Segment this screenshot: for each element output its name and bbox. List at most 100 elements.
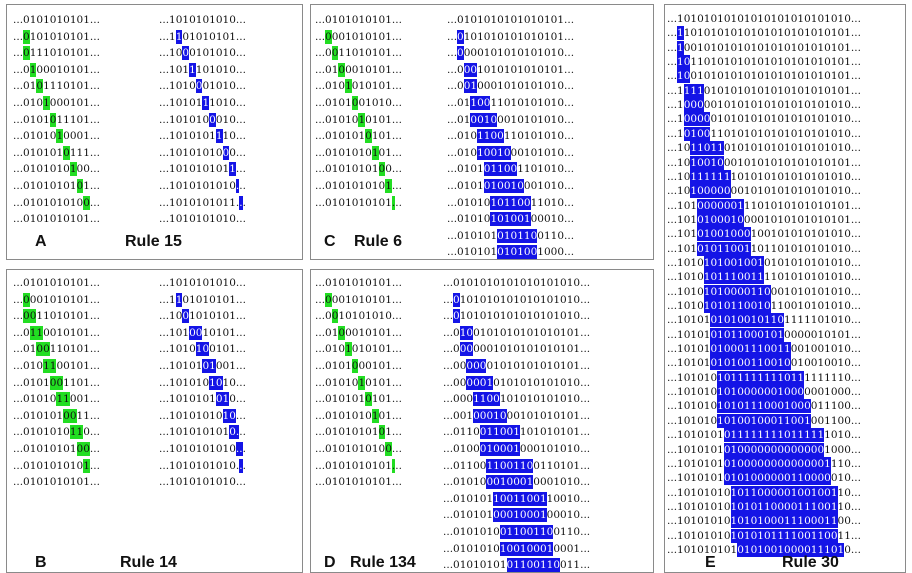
ca-row: ...0100010101... <box>13 62 100 77</box>
ca-row: ...10010101010101010101010101... <box>667 40 861 55</box>
ca-row: ...0101010001... <box>13 129 100 144</box>
ca-row: ...0101100110101010... <box>447 129 575 144</box>
ca-row: ...0101010101... <box>315 277 402 289</box>
ca-row: ...0001010101... <box>315 292 402 307</box>
ca-row: ...1010100010... <box>159 112 246 127</box>
ca-row: ...0010001010101010... <box>447 79 575 94</box>
ca-row: ...10101010110010110010101010... <box>667 299 861 313</box>
ca-row: ...1010101001... <box>159 359 246 373</box>
ca-row: ...0101100101... <box>13 359 100 373</box>
ca-row: ...0101000100010001010... <box>443 475 591 490</box>
ca-row: ...1010101010... <box>159 476 246 489</box>
ca-row: ...0100110101... <box>13 342 100 357</box>
ca-row: ...0000001010101010101... <box>443 342 591 357</box>
ca-row: ...10101010100101101111101010... <box>667 313 861 328</box>
panel-a: ...0101010101... ...0101010101... ...01110… <box>6 4 303 260</box>
ca-row: ...0101010010001010... <box>447 179 575 193</box>
ca-row: ...10101010111111110111111110... <box>667 370 861 385</box>
ca-row: ...10101011001101101010101010... <box>667 241 861 256</box>
ca-row: ...0100101010101010101... <box>443 325 591 340</box>
ca-row: ...0100010101... <box>315 62 402 77</box>
panel-d: ...0101010101... ...0001010101... ...00101… <box>310 269 654 573</box>
ca-row: ...1010101010... <box>159 213 246 226</box>
ca-row: ...0101010011001100110... <box>443 525 591 539</box>
ca-row: ...10101010111111110111111010... <box>667 428 861 443</box>
ca-row: ...1010001010... <box>159 79 246 94</box>
ca-row: ...0101010101010101010... <box>443 277 591 289</box>
ca-row: ...0101011001100110010... <box>443 491 591 506</box>
panel-c-letter: C <box>324 233 336 250</box>
ca-row: ...10101001000100101010101010... <box>667 227 861 242</box>
ca-row: ...0101010101... <box>315 79 402 94</box>
ca-row: ...1001010101... <box>159 309 246 324</box>
ca-row: ...0101010101... <box>13 213 100 226</box>
ca-row: ...0101010101... <box>315 392 402 407</box>
ca-row: ...0101010100... <box>13 195 100 210</box>
ca-row: ...0101010110... <box>13 425 100 440</box>
ca-row: ...0101010101100110... <box>447 228 575 243</box>
ca-row: ...1010101110... <box>159 129 246 144</box>
ca-row: ...0000101010101010... <box>447 46 575 61</box>
ca-row: ...0101010100... <box>315 162 402 177</box>
ca-row: ...0011010101... <box>315 46 402 61</box>
ca-row: ...10101010101100000100100110... <box>667 485 861 500</box>
ca-row: ...1010101010... <box>159 392 246 407</box>
ca-row: ...0100010001000101010... <box>443 442 591 456</box>
ca-row: ...0101010101... <box>315 342 402 357</box>
ca-row: ...11110101010101010101010101... <box>667 83 861 98</box>
ca-row: ...10100110101010101010101010... <box>667 126 861 141</box>
ca-row: ...10101010100000000000001110... <box>667 456 861 471</box>
panel-c-rule: Rule 6 <box>354 233 403 250</box>
ca-row: ...0101010101... <box>315 458 402 473</box>
ca-row: ...0010101010... <box>315 309 402 324</box>
ca-row: ...10101010101010010000111010... <box>667 542 861 557</box>
ca-row: ...10101010101010101010101010... <box>667 13 861 25</box>
ca-row: ...10010101010101010101010101... <box>667 69 861 84</box>
ca-row: ...0101010101... <box>315 14 402 26</box>
ca-row: ...0110010101... <box>13 325 100 340</box>
ca-row: ...0101010101... <box>315 375 402 390</box>
ca-row: ...0101010100100010... <box>447 212 575 227</box>
ca-row: ...0101010100100010001... <box>443 541 591 556</box>
ca-row: ...10101010101110001000011100... <box>667 399 861 414</box>
ca-row: ...10101010100000000000001000... <box>667 442 861 457</box>
ca-row: ...0101000101... <box>315 359 402 373</box>
panel-b-rule: Rule 14 <box>120 554 177 571</box>
ca-row: ...10101010000110001010101010... <box>667 284 861 299</box>
ca-row: ...10101010001110011001001010... <box>667 342 861 357</box>
ca-row: ...0101000101... <box>13 96 100 110</box>
ca-row: ...1101010101... <box>159 292 246 307</box>
ca-row: ...0101010101... <box>315 195 402 210</box>
ca-row: ...0000010101010101010... <box>443 375 591 390</box>
ca-row: ...0001100101010101010... <box>443 392 591 407</box>
ca-row: ...10101010100000010000001000... <box>667 385 861 400</box>
ca-row: ...10101000100001010101010101... <box>667 212 861 227</box>
ca-row: ...1010101010... <box>159 277 246 289</box>
ca-row: ...0001010101... <box>13 292 100 307</box>
ca-row: ...1010101010... <box>159 425 246 440</box>
ca-row: ...0000001010101010101... <box>443 359 591 373</box>
ca-row: ...0001010101... <box>315 29 402 44</box>
ca-row: ...0101010011... <box>13 408 100 423</box>
ca-row: ...10101010100110010010010010... <box>667 356 861 371</box>
ca-row: ...0101010101... <box>315 145 402 160</box>
ca-row: ...1010101010... <box>159 442 246 456</box>
ca-row: ...0110011001100110101... <box>443 458 591 473</box>
ca-row: ...0101010101... <box>13 476 100 489</box>
ca-row: ...1011101010... <box>159 62 246 77</box>
ca-row: ...10101010101010111100110011... <box>667 528 861 543</box>
ca-row: ...10100000001010101010101010... <box>667 184 861 199</box>
ca-row: ...0101001000101010... <box>447 145 575 160</box>
ca-row: ...10101010110001010000010101... <box>667 327 861 342</box>
ca-row: ...10101010101011000011100110... <box>667 499 861 514</box>
ca-row: ...1010101010... <box>159 408 246 423</box>
ca-row: ...0011010101... <box>13 309 100 324</box>
panel-e-rule: Rule 30 <box>782 554 839 571</box>
ca-row: ...0101011001101010... <box>447 162 575 177</box>
panel-b-letter: B <box>35 554 47 571</box>
ca-row: ...11010101010101010101010101... <box>667 26 861 41</box>
ca-row: ...0001010101010101... <box>447 62 575 77</box>
ca-row: ...0101010101... <box>315 179 402 193</box>
ca-row: ...0101010101010101... <box>447 29 575 44</box>
ca-row: ...0101010110011010... <box>447 195 575 210</box>
